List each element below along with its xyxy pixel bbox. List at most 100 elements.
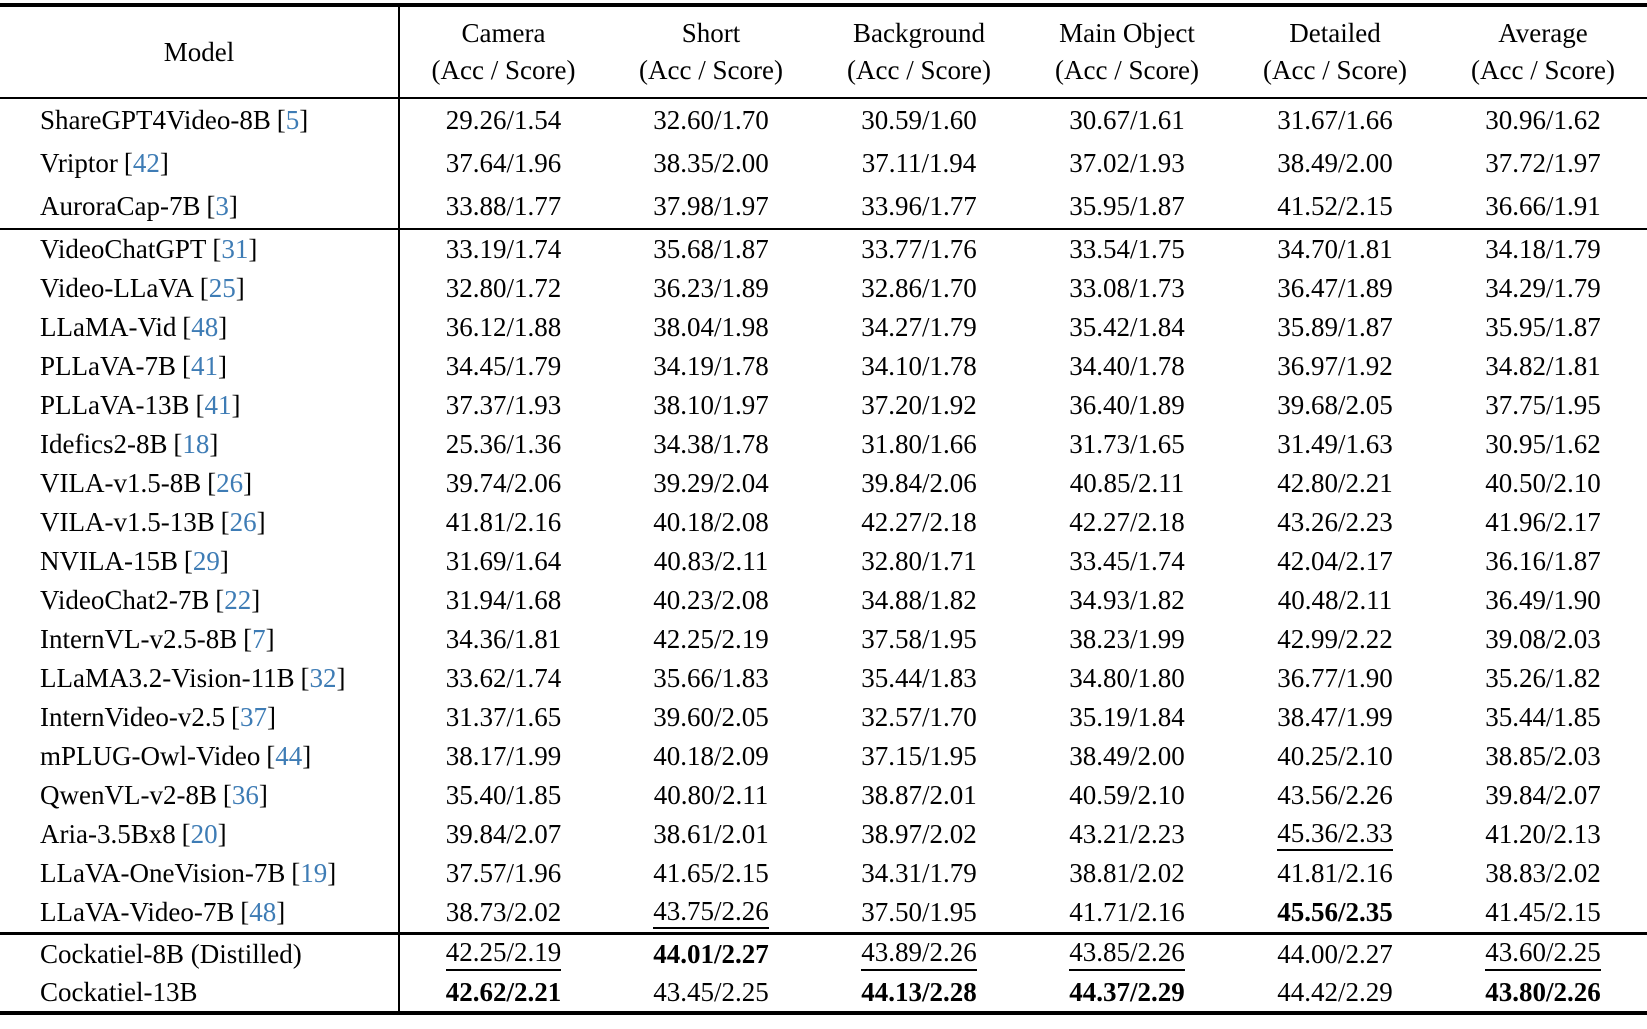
col-header-label: Detailed [1289,18,1381,48]
col-header-average: Average (Acc / Score) [1439,5,1647,98]
score-cell: 36.77/1.90 [1231,659,1439,698]
score-cell: 31.73/1.65 [1023,425,1231,464]
citation: [42] [124,148,169,178]
score-value: 41.20/2.13 [1485,819,1601,849]
citation: [32] [301,663,346,693]
citation-link[interactable]: 37 [240,702,268,732]
score-cell: 44.37/2.29 [1023,973,1231,1013]
score-cell: 41.81/2.16 [1231,854,1439,893]
citation-link[interactable]: 29 [192,546,220,576]
score-cell: 35.95/1.87 [1439,308,1647,347]
score-cell: 32.80/1.72 [399,269,607,308]
model-name: mPLUG-Owl-Video [40,741,261,771]
score-value: 37.72/1.97 [1485,148,1601,178]
citation-link[interactable]: 36 [231,780,259,810]
citation-link[interactable]: 25 [208,273,236,303]
score-value: 41.81/2.16 [445,507,562,537]
score-cell: 43.56/2.26 [1231,776,1439,815]
score-cell: 36.23/1.89 [607,269,815,308]
score-cell: 39.68/2.05 [1231,386,1439,425]
score-cell: 31.69/1.64 [399,542,607,581]
table-row: AuroraCap-7B [3] 33.88/1.77 37.98/1.97 33.96… [0,185,1647,229]
score-cell: 34.93/1.82 [1023,581,1231,620]
table-section-baselines: ShareGPT4Video-8B [5] 29.26/1.54 32.60/1.70… [0,98,1647,229]
score-cell: 30.59/1.60 [815,98,1023,142]
score-value: 34.36/1.81 [445,624,562,654]
score-cell: 43.26/2.23 [1231,503,1439,542]
table-row: InternVideo-v2.5 [37] 31.37/1.65 39.60/2.05… [0,698,1647,737]
citation: [41] [182,351,227,381]
citation-bracket-close: ] [267,702,277,732]
score-value: 37.58/1.95 [861,624,977,654]
score-value: 30.67/1.61 [1069,105,1185,135]
citation-link[interactable]: 26 [229,507,257,537]
citation-bracket-open: [ [276,105,286,135]
score-value: 39.68/2.05 [1277,390,1393,420]
table-row: ShareGPT4Video-8B [5] 29.26/1.54 32.60/1.70… [0,98,1647,142]
score-value: 38.04/1.98 [653,312,769,342]
score-cell: 42.04/2.17 [1231,542,1439,581]
score-cell: 35.68/1.87 [607,229,815,269]
score-cell: 38.87/2.01 [815,776,1023,815]
citation-link[interactable]: 18 [182,429,210,459]
citation: [48] [240,897,285,927]
model-cell: LLaVA-OneVision-7B [19] [0,854,400,893]
citation-link[interactable]: 3 [215,191,229,221]
model-cell: VILA-v1.5-8B [26] [0,464,400,503]
citation-link[interactable]: 5 [285,105,300,135]
score-cell: 37.57/1.96 [399,854,607,893]
score-value: 38.73/2.02 [445,897,562,927]
score-value: 37.37/1.93 [445,390,562,420]
table-row: InternVL-v2.5-8B [7] 34.36/1.81 42.25/2.19 3… [0,620,1647,659]
score-cell: 32.86/1.70 [815,269,1023,308]
score-value: 39.29/2.04 [653,468,769,498]
model-name: PLLaVA-13B [40,390,190,420]
citation-link[interactable]: 31 [221,234,249,264]
score-cell: 33.54/1.75 [1023,229,1231,269]
citation-link[interactable]: 19 [300,858,328,888]
score-cell: 39.84/2.06 [815,464,1023,503]
score-cell: 35.44/1.85 [1439,698,1647,737]
citation: [41] [195,390,240,420]
model-name: Cockatiel-13B [40,976,198,1007]
col-header-label: Main Object [1059,18,1195,48]
citation-bracket-open: [ [222,780,232,810]
score-cell: 38.35/2.00 [607,142,815,185]
score-cell: 44.00/2.27 [1231,934,1439,974]
score-value: 42.80/2.21 [1277,468,1393,498]
citation-link[interactable]: 42 [132,148,160,178]
score-cell: 37.72/1.97 [1439,142,1647,185]
citation: [18] [173,429,218,459]
score-cell: 37.11/1.94 [815,142,1023,185]
citation-link[interactable]: 26 [216,468,244,498]
score-value: 35.44/1.83 [861,663,977,693]
citation-link[interactable]: 41 [204,390,232,420]
citation-link[interactable]: 48 [249,897,277,927]
score-value: 38.35/2.00 [653,148,769,178]
citation-link[interactable]: 22 [224,585,252,615]
citation-link[interactable]: 7 [252,624,266,654]
col-header-sublabel: (Acc / Score) [847,55,991,85]
score-value: 34.18/1.79 [1485,234,1601,264]
score-cell: 31.67/1.66 [1231,98,1439,142]
score-cell: 38.83/2.02 [1439,854,1647,893]
citation-link[interactable]: 48 [191,312,219,342]
model-cell: PLLaVA-7B [41] [0,347,400,386]
score-value: 40.83/2.11 [653,546,769,576]
citation-bracket-close: ] [265,624,275,654]
citation-link[interactable]: 44 [275,741,303,771]
citation-link[interactable]: 32 [309,663,337,693]
citation: [22] [215,585,260,615]
citation-bracket-close: ] [217,819,227,849]
score-value: 34.93/1.82 [1069,585,1185,615]
citation-bracket-close: ] [248,234,258,264]
score-value: 32.60/1.70 [653,105,769,135]
model-cell: LLaMA3.2-Vision-11B [32] [0,659,400,698]
model-cell: VideoChat2-7B [22] [0,581,400,620]
citation-link[interactable]: 41 [190,351,218,381]
score-cell: 43.80/2.26 [1439,973,1647,1013]
citation-bracket-close: ] [209,429,219,459]
score-cell: 38.61/2.01 [607,815,815,854]
citation-link[interactable]: 20 [190,819,218,849]
citation-bracket-close: ] [251,585,261,615]
